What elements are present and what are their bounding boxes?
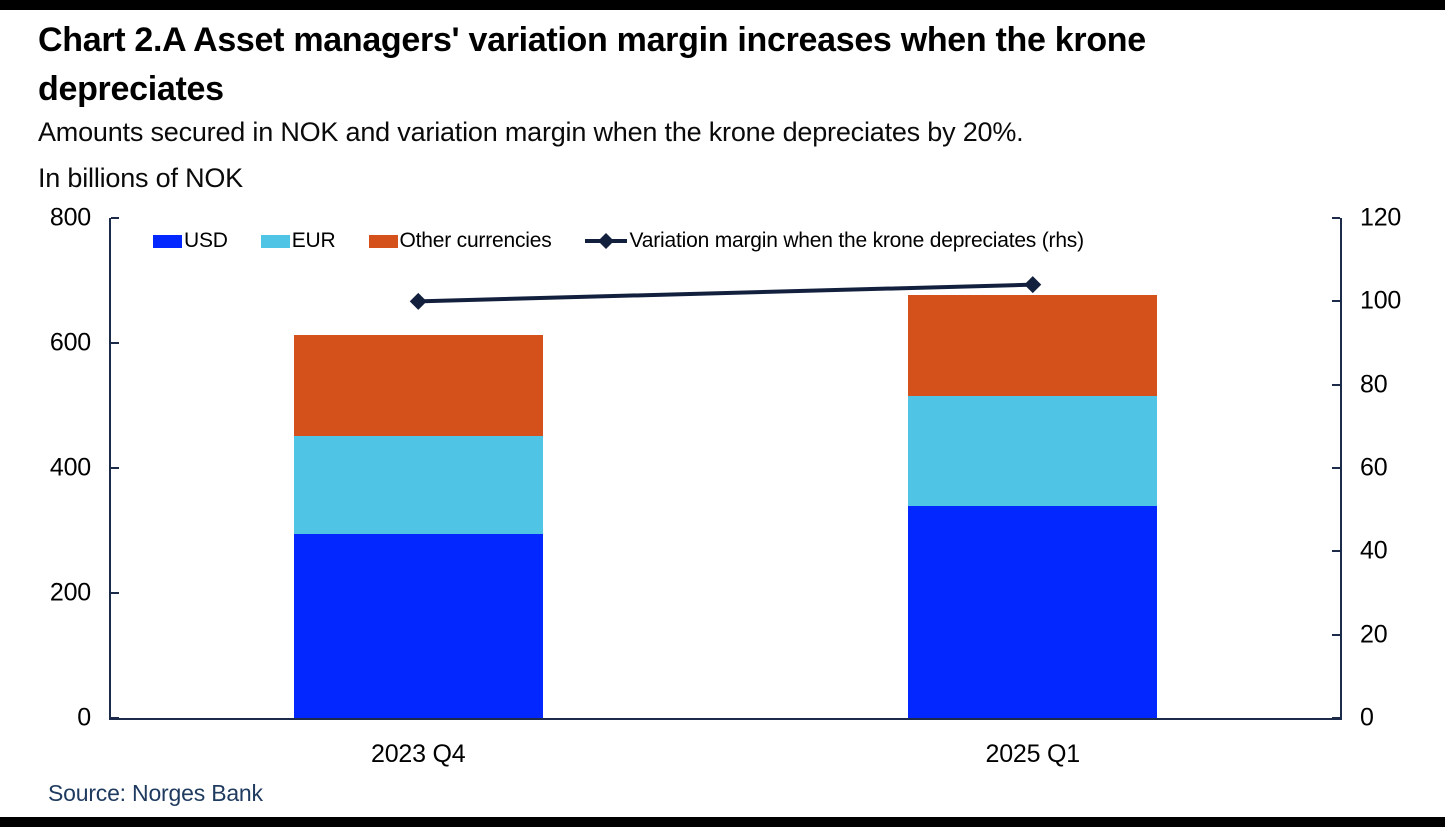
bar-segment-other-currencies bbox=[908, 294, 1158, 397]
bar-segment-usd bbox=[908, 506, 1158, 718]
left-axis-tick bbox=[111, 342, 119, 344]
legend-label: Variation margin when the krone deprecia… bbox=[629, 229, 1085, 252]
top-border-strip bbox=[0, 0, 1445, 10]
right-axis-tick-label: 60 bbox=[1360, 453, 1388, 482]
bottom-border-strip bbox=[0, 817, 1445, 827]
right-axis-tick-label: 40 bbox=[1360, 536, 1388, 565]
legend-item-usd: USD bbox=[153, 229, 228, 253]
bar-segment-other-currencies bbox=[293, 334, 543, 436]
right-axis-tick-label: 0 bbox=[1360, 703, 1374, 732]
legend-label: USD bbox=[184, 229, 228, 252]
left-axis-tick-label: 600 bbox=[49, 328, 91, 357]
category-label: 2025 Q1 bbox=[985, 740, 1080, 768]
plot-area: USD EUR Other currencies Variation margin w… bbox=[50, 204, 1401, 769]
legend-item-eur: EUR bbox=[260, 229, 336, 253]
right-axis-tick bbox=[1332, 467, 1340, 469]
legend-line-diamond-icon bbox=[584, 233, 627, 249]
source-note: Source: Norges Bank bbox=[48, 780, 263, 806]
chart-units-label: In billions of NOK bbox=[38, 163, 243, 193]
legend: USD EUR Other currencies Variation margin w… bbox=[153, 229, 1084, 253]
left-axis-tick bbox=[111, 217, 119, 219]
bar-segment-eur bbox=[908, 396, 1158, 507]
diamond-marker bbox=[409, 292, 427, 310]
left-axis-tick-label: 200 bbox=[49, 578, 91, 607]
right-axis-tick bbox=[1332, 383, 1340, 386]
legend-item-variation-margin: Variation margin when the krone deprecia… bbox=[584, 229, 1085, 253]
chart-subtitle: Amounts secured in NOK and variation mar… bbox=[38, 117, 1024, 147]
bar-stack bbox=[908, 294, 1158, 718]
left-axis-tick bbox=[111, 592, 119, 594]
chart-title: Chart 2.A Asset managers' variation marg… bbox=[38, 21, 1146, 108]
category-label: 2023 Q4 bbox=[370, 740, 466, 768]
left-axis-tick-label: 800 bbox=[49, 203, 91, 232]
right-axis-tick bbox=[1332, 217, 1340, 219]
legend-swatch-icon bbox=[260, 234, 290, 248]
left-axis-tick bbox=[111, 467, 119, 469]
left-axis-tick-label: 0 bbox=[77, 703, 91, 732]
right-axis-tick bbox=[1332, 300, 1340, 303]
left-axis-tick-label: 400 bbox=[49, 453, 91, 482]
right-axis-tick-label: 80 bbox=[1360, 370, 1388, 399]
bar-stack bbox=[293, 334, 543, 718]
left-axis-tick bbox=[111, 717, 119, 719]
right-axis-tick bbox=[1332, 633, 1340, 636]
legend-label: EUR bbox=[291, 229, 336, 252]
right-axis-tick-label: 20 bbox=[1360, 620, 1388, 649]
right-axis-tick bbox=[1332, 550, 1340, 553]
right-axis-tick bbox=[1332, 717, 1340, 719]
legend-item-other-currencies: Other currencies bbox=[368, 229, 552, 253]
right-axis-tick-label: 100 bbox=[1360, 286, 1402, 315]
diamond-marker bbox=[1024, 276, 1042, 294]
legend-swatch-icon bbox=[153, 234, 182, 248]
legend-label: Other currencies bbox=[399, 229, 552, 252]
bar-segment-usd bbox=[293, 534, 543, 718]
bar-segment-eur bbox=[293, 435, 543, 535]
legend-swatch-icon bbox=[368, 234, 398, 248]
right-axis-tick-label: 120 bbox=[1360, 203, 1402, 232]
